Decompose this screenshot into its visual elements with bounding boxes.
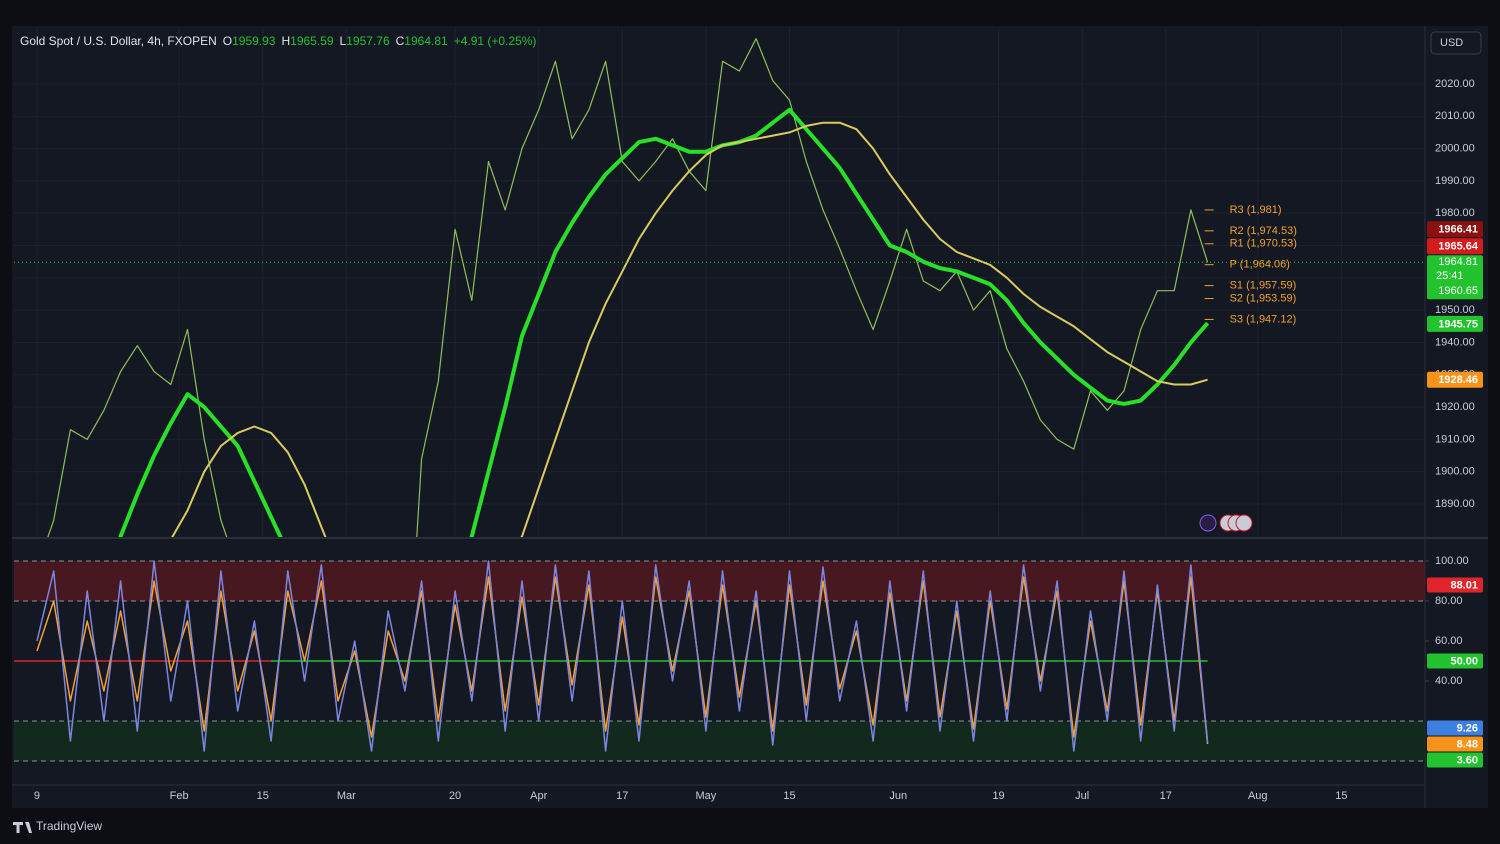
event-icon: [1199, 514, 1217, 532]
symbol-title: Gold Spot / U.S. Dollar, 4h, FXOPEN: [20, 34, 217, 48]
price-badge: [1427, 315, 1483, 332]
price-series: [171, 121, 1208, 537]
x-tick-label: 17: [1160, 790, 1172, 802]
y-tick-label: 100.00: [1435, 555, 1469, 567]
currency-label[interactable]: USD: [1440, 37, 1463, 49]
x-tick-label: Jul: [1075, 790, 1089, 802]
y-tick-label: 40.00: [1435, 675, 1463, 687]
y-tick-label: 60.00: [1435, 635, 1463, 647]
pivot-label: R2 (1,974.53): [1230, 225, 1297, 237]
x-tick-label: Jun: [889, 790, 907, 802]
ohlc-value: 1964.81: [404, 34, 448, 48]
price-badge: [1427, 577, 1483, 593]
pivot-label: R3 (1,981): [1230, 204, 1282, 216]
x-tick-label: 15: [257, 790, 269, 802]
price-pane: [14, 28, 1425, 537]
y-tick-label: 80.00: [1435, 595, 1463, 607]
x-tick-label: 19: [992, 790, 1004, 802]
pivot-label: P (1,964.06): [1230, 259, 1290, 271]
y-tick-label: 1940.00: [1435, 336, 1475, 348]
price-badge-label: 1965.64: [1438, 241, 1479, 253]
last-price-label: 1964.81: [1438, 256, 1478, 268]
price-badge-label: 8.48: [1457, 738, 1478, 750]
price-badge: [1427, 736, 1483, 752]
countdown-label: 25:41: [1436, 270, 1464, 282]
price-badge-label: 3.60: [1457, 754, 1478, 766]
price-badge-label: 1945.75: [1438, 318, 1478, 330]
pivot-label: S3 (1,947.12): [1230, 313, 1297, 325]
x-tick-label: 15: [783, 790, 795, 802]
event-icons: [1199, 514, 1253, 532]
ohlc-value: 1957.76: [346, 34, 390, 48]
price-badge: [1427, 752, 1483, 768]
pivot-label: S2 (1,953.59): [1230, 292, 1297, 304]
last-price-label-2: 1960.65: [1438, 285, 1478, 297]
y-tick-label: 1900.00: [1435, 466, 1475, 478]
ohlc-value: 1965.59: [290, 34, 334, 48]
x-tick-label: 9: [34, 790, 40, 802]
currency-button[interactable]: [1430, 31, 1482, 55]
y-tick-label: 2000.00: [1435, 142, 1475, 154]
y-tick-label: 2010.00: [1435, 110, 1475, 122]
price-badge-label: 88.01: [1450, 579, 1478, 591]
x-tick-label: 17: [616, 790, 628, 802]
ohlc-label: C: [396, 34, 405, 48]
brand-name: TradingView: [36, 819, 102, 833]
x-tick-label: Aug: [1248, 790, 1268, 802]
event-icon: [1235, 514, 1253, 532]
y-tick-label: 1980.00: [1435, 207, 1475, 219]
ohlc-label: H: [281, 34, 290, 48]
y-tick-label: 1890.00: [1435, 498, 1475, 510]
oscillator-pane: [14, 560, 1425, 762]
price-series: [47, 38, 1209, 537]
x-tick-label: May: [696, 790, 717, 802]
symbol-header: Gold Spot / U.S. Dollar, 4h, FXOPEN O1959…: [20, 34, 536, 48]
y-tick-label: 1950.00: [1435, 304, 1475, 316]
x-tick-label: Feb: [170, 790, 189, 802]
price-badge: [1427, 720, 1483, 736]
price-badge: [1427, 221, 1483, 238]
axes: 1890.001900.001910.001920.001930.001940.…: [34, 78, 1483, 802]
price-badge: [1427, 371, 1483, 388]
chart-area: [12, 26, 1488, 808]
price-badge-label: 1928.46: [1438, 374, 1478, 386]
price-badge-label: 50.00: [1450, 655, 1478, 667]
price-badge-label: 1966.41: [1438, 224, 1478, 236]
y-tick-label: 1910.00: [1435, 433, 1475, 445]
price-badge: [1427, 653, 1483, 669]
zone: [14, 721, 1425, 761]
pivot-label: S1 (1,957.59): [1230, 280, 1297, 292]
price-series: [118, 107, 1210, 537]
oscillator-line: [36, 560, 1209, 752]
price-badge: [1427, 238, 1483, 255]
x-tick-label: 20: [449, 790, 461, 802]
last-price-badge: [1427, 255, 1483, 300]
brand-logo: TradingView: [13, 819, 102, 833]
ohlc-value: 1959.93: [232, 34, 276, 48]
y-tick-label: 1920.00: [1435, 401, 1475, 413]
pivot-label: R1 (1,970.53): [1230, 238, 1297, 250]
change: +4.91 (+0.25%): [454, 34, 537, 48]
ohlc-label: O: [223, 34, 232, 48]
y-tick-label: 1990.00: [1435, 175, 1475, 187]
ohlc-label: L: [340, 34, 347, 48]
brand-icon: [13, 822, 32, 833]
x-tick-label: Mar: [337, 790, 356, 802]
y-tick-label: 2020.00: [1435, 78, 1475, 90]
price-badge-label: 9.26: [1457, 722, 1478, 734]
x-tick-label: Apr: [530, 790, 547, 802]
x-tick-label: 15: [1335, 790, 1347, 802]
